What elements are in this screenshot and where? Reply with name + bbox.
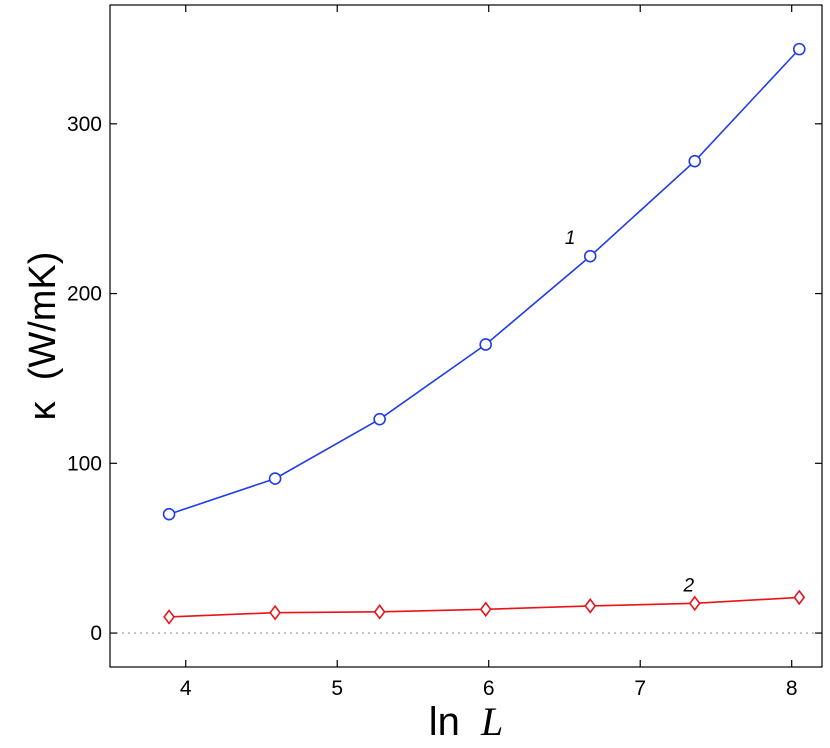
series-label: 1 bbox=[565, 228, 576, 249]
data-point bbox=[584, 598, 597, 614]
x-axis-title-prefix: ln bbox=[429, 700, 460, 744]
x-tick-label: 5 bbox=[331, 677, 343, 700]
data-point bbox=[373, 603, 386, 620]
series-layer: 12 bbox=[162, 42, 806, 625]
series-2: 2 bbox=[163, 575, 806, 625]
data-point bbox=[793, 589, 806, 606]
data-point bbox=[269, 604, 281, 621]
x-tick-label: 6 bbox=[483, 677, 495, 700]
data-point bbox=[688, 154, 702, 168]
x-tick-label: 4 bbox=[180, 677, 192, 700]
series-label: 2 bbox=[682, 575, 694, 596]
data-point bbox=[162, 507, 176, 521]
data-point bbox=[479, 601, 492, 618]
data-point bbox=[479, 338, 492, 351]
data-point bbox=[688, 595, 701, 612]
y-tick-label: 300 bbox=[67, 113, 102, 136]
data-point bbox=[583, 249, 597, 263]
data-point bbox=[373, 412, 386, 426]
data-point bbox=[792, 42, 806, 56]
data-point bbox=[268, 472, 282, 485]
x-tick-label: 8 bbox=[786, 677, 798, 700]
y-tick-label: 100 bbox=[67, 452, 102, 475]
series-1: 1 bbox=[162, 42, 806, 521]
series-line bbox=[168, 48, 800, 515]
y-axis-ticks: 0 100 200 300 bbox=[67, 113, 822, 645]
y-tick-label: 200 bbox=[67, 283, 102, 306]
x-tick-label: 7 bbox=[634, 677, 646, 700]
y-axis-title: κ (W/mK) bbox=[22, 252, 64, 421]
x-axis-ticks: 4 5 6 7 8 bbox=[180, 5, 798, 700]
x-axis-title-var: L bbox=[480, 699, 503, 744]
x-axis-title: ln L bbox=[429, 699, 504, 744]
data-point bbox=[163, 609, 175, 625]
y-tick-label: 0 bbox=[90, 622, 102, 645]
plot-frame bbox=[109, 4, 823, 668]
